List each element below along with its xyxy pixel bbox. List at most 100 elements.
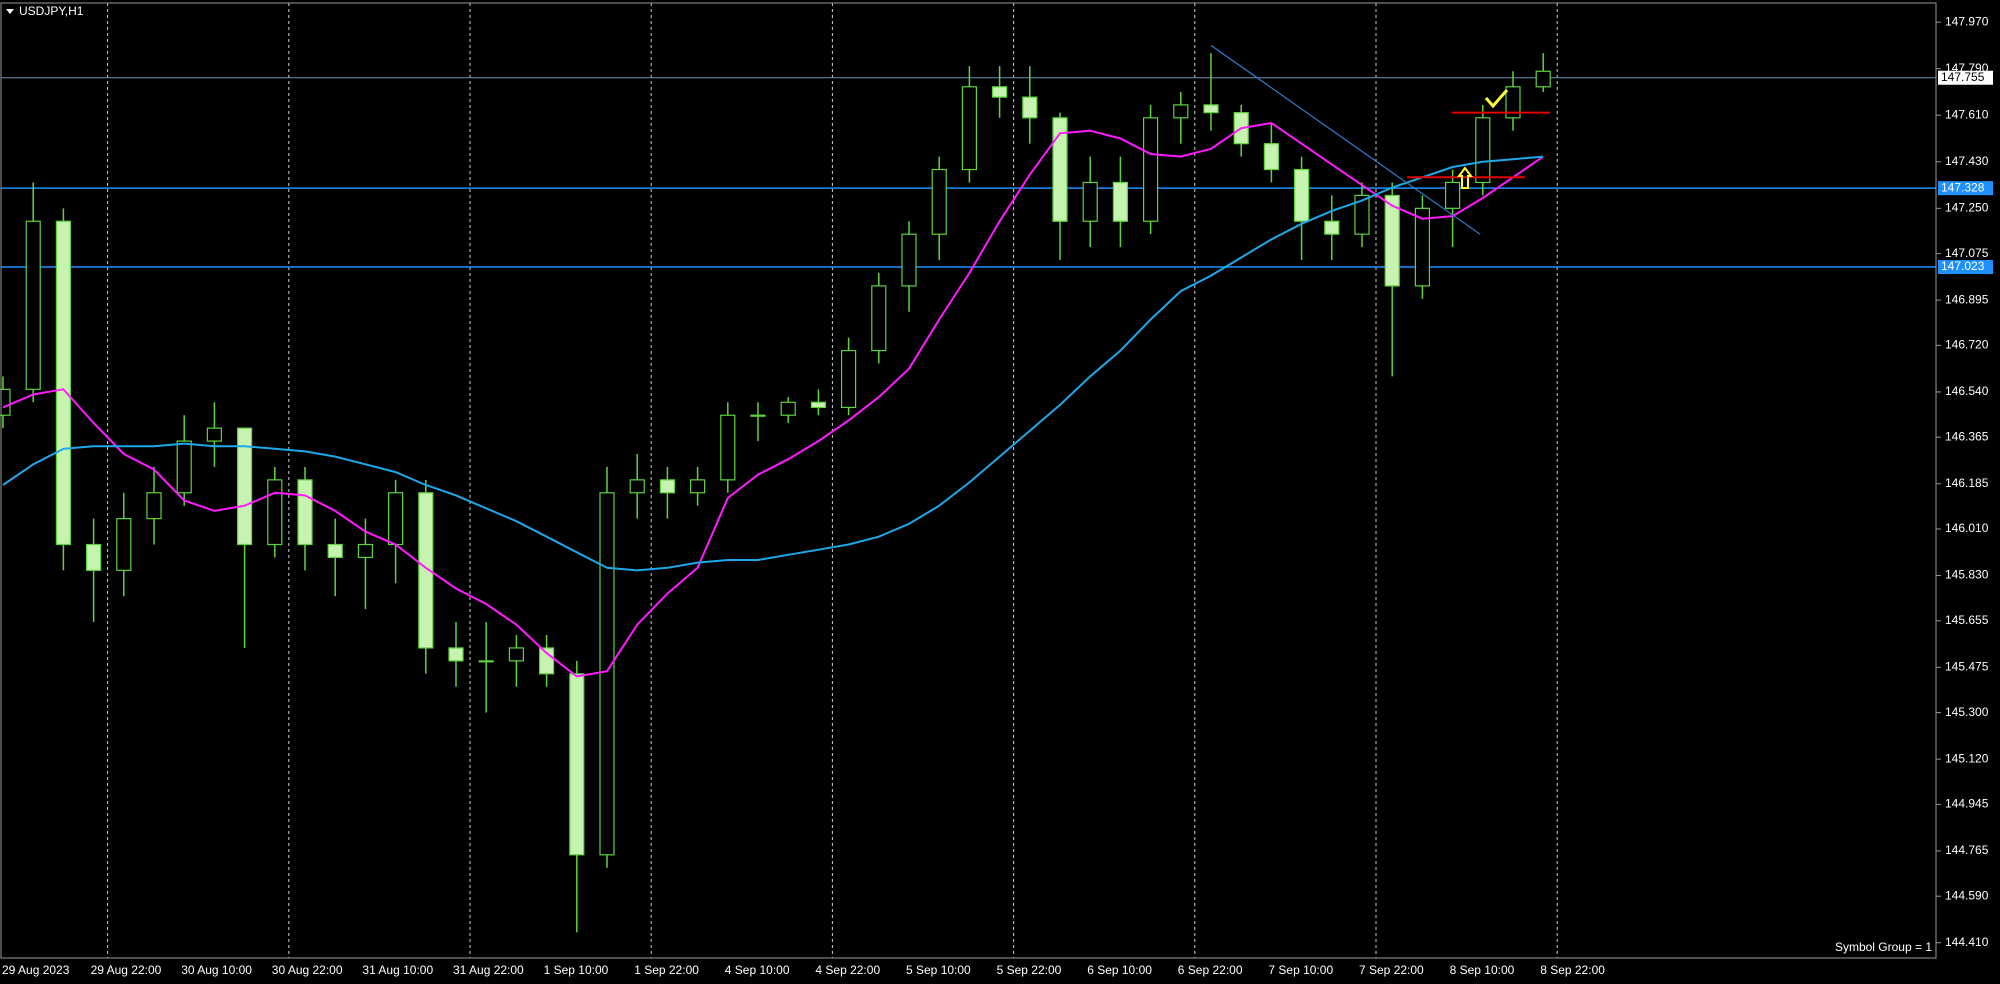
- candle-body: [1173, 104, 1189, 119]
- candle-body: [599, 492, 615, 856]
- candle-body: [1535, 70, 1551, 88]
- x-tick-label: 7 Sep 10:00: [1268, 963, 1333, 977]
- x-tick-label: 31 Aug 10:00: [362, 963, 433, 977]
- candle-body: [689, 479, 706, 494]
- y-tick-label: 145.120: [1945, 751, 1989, 765]
- candle-body: [720, 414, 736, 481]
- y-tick-label: 146.720: [1945, 338, 1989, 352]
- candle-body: [1444, 181, 1461, 209]
- moving-average: [2, 121, 1544, 678]
- price-label-box: [1938, 70, 1993, 85]
- price-label-box: [1938, 181, 1993, 196]
- candle-body: [1052, 117, 1068, 222]
- candle-body: [780, 401, 796, 416]
- price-label: 147.328: [1941, 180, 1985, 194]
- x-tick-label: 8 Sep 10:00: [1450, 963, 1515, 977]
- y-tick-label: 147.430: [1945, 154, 1989, 168]
- candle-body: [206, 427, 222, 442]
- chart-title: USDJPY,H1: [19, 4, 84, 18]
- x-tick-label: 6 Sep 22:00: [1178, 963, 1243, 977]
- x-tick-label: 29 Aug 22:00: [91, 963, 162, 977]
- candle-body: [448, 647, 464, 662]
- candle-body: [629, 479, 645, 494]
- x-tick-label: 1 Sep 10:00: [544, 963, 609, 977]
- candle-body: [1475, 117, 1491, 184]
- candle-body: [901, 233, 917, 287]
- y-tick-label: 145.830: [1945, 568, 1989, 582]
- symbol-group: Symbol Group = 1: [1835, 940, 1932, 954]
- candle-body: [327, 543, 343, 559]
- candle-body: [1384, 194, 1400, 287]
- candle-body: [1263, 143, 1280, 171]
- y-tick-label: 146.010: [1945, 521, 1989, 535]
- candle-body: [25, 220, 41, 390]
- y-tick-label: 145.655: [1945, 613, 1989, 627]
- candle-body: [237, 427, 253, 546]
- candle-body: [267, 479, 283, 546]
- y-tick-label: 146.185: [1945, 476, 1989, 490]
- candle-body: [297, 479, 313, 546]
- x-tick-label: 4 Sep 22:00: [815, 963, 880, 977]
- y-tick-label: 146.540: [1945, 384, 1989, 398]
- plot-area: [0, 3, 1936, 958]
- candle-body: [0, 388, 11, 416]
- check-mark: [1484, 89, 1509, 109]
- candle-body: [1505, 86, 1521, 119]
- y-tick-label: 146.365: [1945, 429, 1989, 443]
- candle-body: [1022, 96, 1038, 119]
- plot-frame: [0, 2, 1937, 959]
- x-tick-label: 4 Sep 10:00: [725, 963, 790, 977]
- candle-body: [1414, 207, 1431, 287]
- x-tick-label: 7 Sep 22:00: [1359, 963, 1424, 977]
- candle-body: [176, 440, 192, 494]
- y-tick-label: 147.250: [1945, 200, 1989, 214]
- candle-body: [1293, 168, 1310, 222]
- x-tick-label: 6 Sep 10:00: [1087, 963, 1152, 977]
- candle-body: [1082, 181, 1098, 222]
- price-label-box: [1938, 260, 1993, 275]
- y-tick-label: 145.475: [1945, 660, 1989, 674]
- symbol-menu-icon[interactable]: [6, 9, 14, 14]
- candle-body: [418, 492, 434, 649]
- x-tick-label: 5 Sep 10:00: [906, 963, 971, 977]
- price-label: 147.023: [1941, 259, 1985, 273]
- candle-body: [116, 518, 132, 571]
- x-tick-label: 30 Aug 22:00: [272, 963, 343, 977]
- candle-body: [538, 647, 555, 675]
- candle-body: [508, 647, 524, 662]
- candle-body: [750, 414, 766, 417]
- trendline: [1210, 44, 1481, 235]
- y-tick-label: 144.590: [1945, 888, 1989, 902]
- y-tick-label: 144.765: [1945, 843, 1989, 857]
- candle-body: [871, 285, 887, 352]
- candle-body: [931, 168, 947, 235]
- candle-body: [991, 86, 1008, 98]
- y-tick-label: 146.895: [1945, 292, 1989, 306]
- y-tick-label: 145.300: [1945, 705, 1989, 719]
- candle-body: [1112, 181, 1129, 222]
- moving-average: [2, 155, 1544, 572]
- candle-body: [961, 86, 978, 171]
- x-tick-label: 5 Sep 22:00: [997, 963, 1062, 977]
- y-tick-label: 147.075: [1945, 246, 1989, 260]
- candle-body: [388, 492, 404, 546]
- candle-body: [85, 543, 102, 571]
- candle-body: [1354, 194, 1370, 235]
- x-tick-label: 29 Aug 2023: [2, 963, 70, 977]
- y-tick-label: 144.945: [1945, 797, 1989, 811]
- candle-body: [1142, 117, 1159, 222]
- candle-body: [1324, 220, 1340, 235]
- candle-body: [357, 543, 373, 559]
- candle-body: [810, 401, 827, 409]
- x-tick-label: 31 Aug 22:00: [453, 963, 524, 977]
- candle-body: [146, 492, 162, 520]
- y-tick-label: 147.610: [1945, 107, 1989, 121]
- buy-arrow: [1457, 166, 1473, 189]
- price-label: 147.755: [1941, 70, 1985, 84]
- candle-body: [1203, 104, 1219, 114]
- x-tick-label: 30 Aug 10:00: [181, 963, 252, 977]
- x-tick-label: 8 Sep 22:00: [1540, 963, 1605, 977]
